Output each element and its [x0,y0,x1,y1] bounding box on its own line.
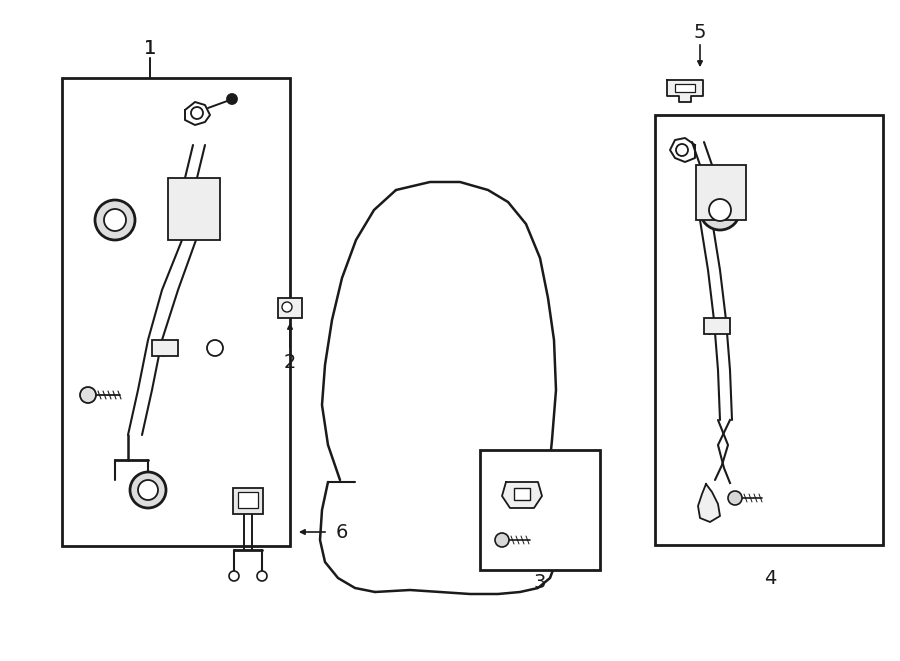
Circle shape [257,571,267,581]
Bar [278,298,302,318]
Circle shape [495,533,509,547]
Circle shape [676,144,688,156]
Text: 2: 2 [284,352,296,371]
Bar [480,450,600,570]
Bar [233,488,263,514]
Bar [514,488,530,500]
Bar [675,84,695,92]
Bar [655,115,883,545]
Circle shape [227,94,237,104]
Circle shape [282,302,292,312]
Bar [152,340,178,356]
Circle shape [95,200,135,240]
Text: 3: 3 [534,572,546,592]
Circle shape [229,571,239,581]
Polygon shape [502,482,542,508]
Polygon shape [698,484,720,522]
Bar [696,165,746,220]
Circle shape [130,472,166,508]
Circle shape [138,480,158,500]
Circle shape [700,190,740,230]
Circle shape [80,387,96,403]
Text: 1: 1 [144,38,157,58]
Bar [62,78,290,546]
Bar [704,318,730,334]
Polygon shape [667,80,703,102]
Bar [238,492,258,508]
Bar [168,178,220,240]
Circle shape [191,107,203,119]
Text: 5: 5 [694,22,706,42]
Text: 6: 6 [336,522,348,541]
Text: 4: 4 [764,568,776,588]
Circle shape [728,491,742,505]
Circle shape [709,199,731,221]
Circle shape [104,209,126,231]
Text: 1: 1 [144,38,157,58]
Circle shape [207,340,223,356]
